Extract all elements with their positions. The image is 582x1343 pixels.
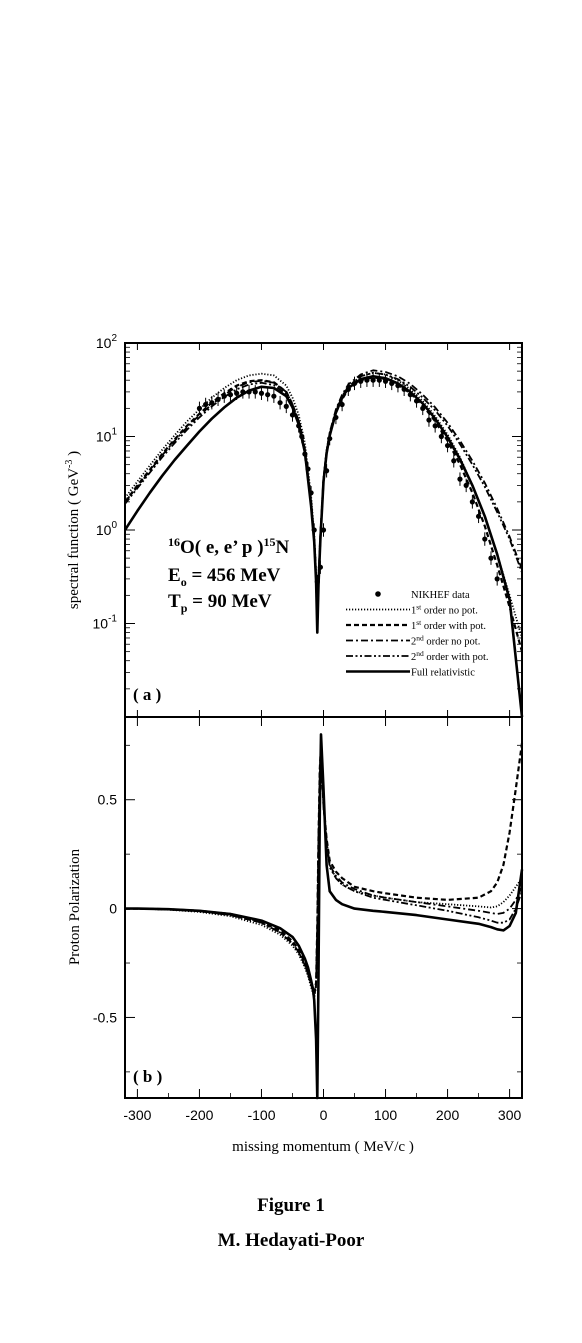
reaction-label: 16O( e, e’ p )15N — [168, 535, 290, 558]
nikhef-data-point — [420, 405, 426, 411]
figure-caption: Figure 1 — [257, 1195, 325, 1216]
nikhef-data-point — [389, 380, 395, 386]
nikhef-data-point — [302, 451, 308, 457]
nikhef-data-point — [271, 393, 277, 399]
nikhef-data-point — [345, 386, 351, 392]
panel-b-xtick-label: 200 — [436, 1107, 460, 1123]
nikhef-data-point — [296, 423, 302, 429]
nikhef-data-point — [370, 377, 376, 383]
legend-label: 1st order no pot. — [411, 603, 478, 617]
nikhef-data-point — [488, 555, 494, 561]
nikhef-data-point — [203, 401, 209, 408]
nikhef-data-point — [209, 400, 215, 406]
nikhef-data-point — [407, 392, 413, 398]
beam-energy-label: Eo = 456 MeV — [168, 565, 281, 589]
legend-label: Full relativistic — [411, 668, 475, 679]
legend-label: 1st order with pot. — [411, 618, 486, 632]
panel-b-xtick-label: -200 — [185, 1107, 213, 1123]
nikhef-data-point — [382, 378, 389, 384]
nikhef-data-point — [463, 482, 469, 488]
panel-b-xtick-label: 0 — [320, 1107, 328, 1123]
panel-b-label: ( b ) — [133, 1067, 162, 1086]
nikhef-data-point — [308, 490, 314, 496]
nikhef-data-point — [265, 392, 271, 398]
nikhef-data-point — [457, 476, 463, 482]
legend-marker-dot — [375, 591, 381, 597]
panel-b-ytick-label: 0.5 — [98, 792, 118, 808]
panel-a-curve-solid — [123, 374, 524, 718]
nikhef-data-point — [358, 378, 364, 384]
nikhef-data-point — [438, 433, 444, 440]
nikhef-data-point — [401, 386, 407, 392]
nikhef-data-point — [432, 423, 438, 429]
nikhef-data-point — [221, 393, 227, 399]
nikhef-data-point — [475, 513, 482, 519]
nikhef-data-point — [351, 380, 358, 386]
panel-b-proton-polarization: -300 -200 -100 0 100 200 300 0.5 0 -0.5 Proton Pol… — [67, 716, 524, 1155]
nikhef-data-point — [426, 417, 432, 423]
nikhef-data-point — [395, 383, 401, 389]
nikhef-data-point — [215, 396, 221, 402]
nikhef-data-point — [283, 403, 289, 409]
panel-a-label: ( a ) — [133, 685, 161, 704]
nikhef-data-point — [469, 499, 475, 505]
nikhef-data-point — [324, 468, 330, 474]
panel-b-curve-solid — [125, 733, 524, 1100]
nikhef-data-point — [246, 389, 252, 395]
legend-label: NIKHEF data — [411, 590, 470, 601]
nikhef-data-point — [364, 377, 370, 383]
nikhef-data-point — [299, 433, 305, 440]
nikhef-data-point — [451, 458, 457, 464]
panel-b-xtick-label: 100 — [374, 1107, 398, 1123]
nikhef-data-point — [227, 392, 234, 398]
panel-a-ylabel: spectral function ( GeV-3 ) — [64, 451, 82, 609]
x-axis-label: missing momentum ( MeV/c ) — [232, 1139, 414, 1155]
panel-b-ylabel: Proton Polarization — [67, 848, 83, 965]
legend-label: 2nd order no pot. — [411, 634, 480, 648]
nikhef-data-point — [305, 466, 311, 472]
nikhef-data-point — [339, 401, 345, 408]
nikhef-data-point — [234, 390, 240, 396]
panel-b-ytick-label: 0 — [109, 901, 117, 917]
nikhef-data-point — [252, 389, 258, 395]
nikhef-data-point — [413, 398, 420, 404]
nikhef-data-point — [444, 442, 451, 449]
panel-b-ytick-label: -0.5 — [93, 1009, 117, 1025]
nikhef-data-point — [333, 414, 339, 421]
nikhef-data-point — [317, 564, 323, 570]
proton-energy-label: Tp = 90 MeV — [168, 591, 272, 615]
panel-a-ytick-label: 102 — [96, 333, 118, 351]
nikhef-data-point — [482, 536, 488, 542]
panel-b-xtick-label: -300 — [123, 1107, 151, 1123]
nikhef-data-point — [320, 527, 327, 533]
panel-a-ytick-label: 100 — [96, 520, 118, 538]
legend-label: 2nd order with pot. — [411, 649, 489, 663]
nikhef-data-point — [311, 527, 317, 533]
panel-a-ytick-label: 101 — [96, 427, 118, 445]
nikhef-data-point — [327, 435, 333, 442]
nikhef-data-point — [494, 576, 500, 582]
nikhef-data-point — [289, 412, 296, 418]
panel-a-ytick-label: 10-1 — [93, 614, 118, 632]
nikhef-data-point — [376, 377, 382, 383]
figure-author: M. Hedayati-Poor — [217, 1230, 365, 1251]
nikhef-data-point — [258, 390, 265, 396]
panel-a-spectral-function: 102 101 100 10-1 spectral function ( GeV-3 )… — [64, 333, 524, 718]
panel-b-xtick-label: -100 — [247, 1107, 275, 1123]
nikhef-data-point — [196, 405, 203, 411]
nikhef-data-point — [314, 579, 320, 585]
nikhef-data-point — [277, 400, 283, 406]
nikhef-data-point — [240, 389, 246, 395]
panel-b-xtick-label: 300 — [498, 1107, 522, 1123]
